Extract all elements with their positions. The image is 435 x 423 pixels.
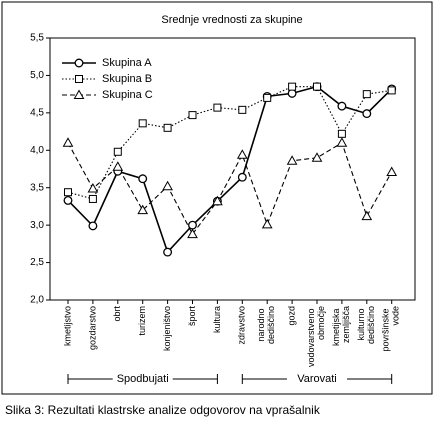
x-tick-label: obrt [112,306,122,322]
point [188,220,197,230]
x-tick-label: zdravstvo [237,306,247,345]
point [261,218,273,229]
point [88,194,97,203]
point [213,103,222,112]
point [336,137,348,147]
point [311,152,323,162]
series-line [67,141,393,236]
point [263,93,272,102]
x-tick-label: kultura [212,306,222,333]
point [387,86,396,95]
point [87,182,99,193]
point [361,210,373,221]
point [64,188,72,197]
legend-label: Skupina C [102,89,153,101]
legend-label: Skupina A [102,57,152,69]
y-tick-label: 2,5 [30,257,44,268]
point [112,161,124,171]
x-tick-label: vodovarstveno območje [306,306,326,367]
group-label-bg [112,372,173,386]
x-tick-label: gozd [286,306,296,326]
x-tick-label: gozdarstvo [87,306,97,350]
y-tick-label: 4,0 [30,145,44,156]
x-tick-label: šport [187,306,197,327]
point [362,109,372,119]
plot-frame [49,37,416,301]
y-tick-label: 5,5 [30,33,44,44]
group-label: Varovati [297,373,337,385]
point [287,88,297,98]
point [288,82,297,91]
point [63,195,73,205]
point [313,82,321,91]
point [386,166,398,176]
point [337,129,346,138]
x-tick-label: konjeništvo [162,306,172,351]
x-tick-label: kmetijska zemljišča [331,306,351,346]
group-label-bg [287,372,347,386]
point [163,247,173,257]
legend-marker [75,75,83,83]
x-tick-label: narodno dediščino [257,306,277,344]
x-tick-label: kulturno dediščino [356,306,376,344]
legend-label: Skupina B [102,73,152,85]
point [162,180,173,191]
legend-marker [73,89,85,99]
group-label: Spodbujati [117,373,169,385]
point [62,137,74,147]
y-tick-label: 5,0 [30,70,44,81]
x-tick-label: turizem [137,306,147,336]
legend-marker [74,58,84,68]
y-tick-label: 4,5 [30,107,44,118]
point [236,149,248,159]
point [138,119,147,128]
point [163,123,172,132]
point [212,195,223,206]
x-tick-label: površinske vode [381,306,401,352]
point [286,155,298,165]
y-tick-label: 2,0 [30,295,44,306]
point [187,228,198,239]
series-line [67,86,392,200]
point [238,105,247,114]
point [362,90,371,99]
y-tick-label: 3,0 [30,220,44,231]
point [237,172,247,182]
figure-frame [1,1,433,395]
caption: Slika 3: Rezultati klastrske analize odg… [5,403,321,417]
point [113,147,122,156]
y-tick-label: 3,5 [30,182,44,193]
chart-title: Srednje vrednosti za skupine [161,14,302,26]
point [337,101,347,111]
point [137,204,149,215]
x-tick-label: kmetijstvo [62,306,72,346]
point [138,174,148,184]
point [88,221,98,231]
point [188,111,197,120]
